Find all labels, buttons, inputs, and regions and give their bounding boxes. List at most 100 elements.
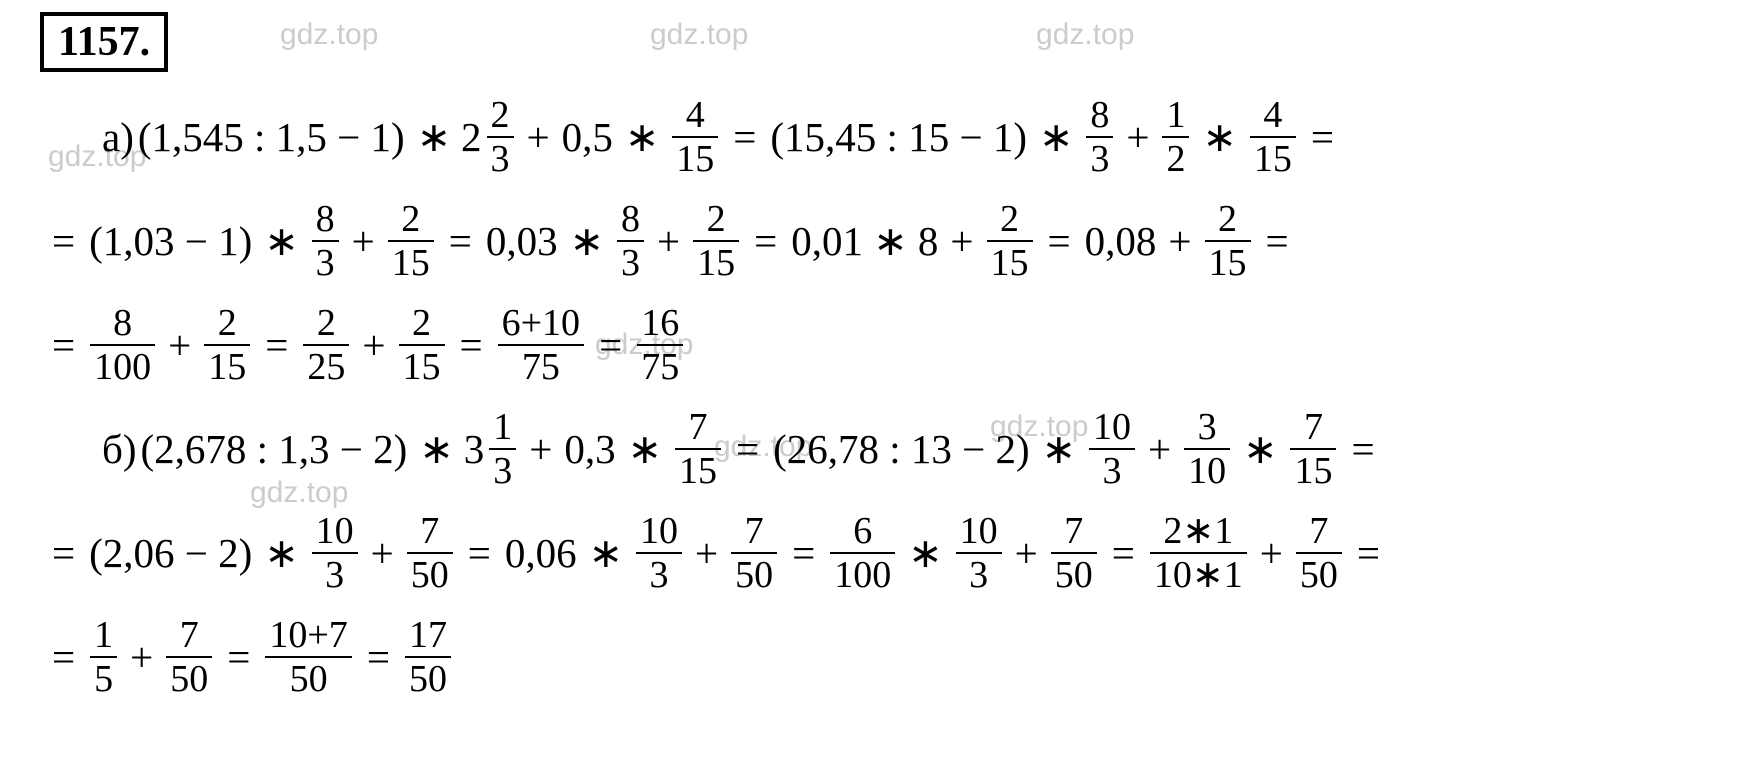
op-mul: ∗ xyxy=(618,429,672,470)
numerator: 8 xyxy=(312,200,339,238)
op-plus: + xyxy=(647,221,690,262)
op-eq: = xyxy=(355,637,402,678)
op-eq: = xyxy=(40,637,87,678)
numerator: 1 xyxy=(1162,96,1189,134)
fraction: 6 100 xyxy=(830,512,895,594)
op-plus: + xyxy=(361,533,404,574)
fraction: 10 3 xyxy=(636,512,682,594)
fraction: 2∗1 10∗1 xyxy=(1150,512,1247,594)
fraction: 4 15 xyxy=(672,96,718,178)
problem-number: 1157. xyxy=(40,12,168,72)
expr: (1,03 − 1) xyxy=(87,221,254,262)
op-eq: = xyxy=(1036,221,1083,262)
fraction: 8 100 xyxy=(90,304,155,386)
op-mul: ∗ xyxy=(1032,429,1086,470)
part-label-b: б) xyxy=(100,429,139,470)
op-mul: ∗ xyxy=(1233,429,1287,470)
part-a-line3: = 8 100 + 2 15 = 2 25 + 2 15 xyxy=(40,304,1707,386)
op-eq: = xyxy=(253,325,300,366)
fraction: 17 50 xyxy=(405,616,451,698)
op-plus: + xyxy=(1116,117,1159,158)
op-eq: = xyxy=(724,429,771,470)
fraction: 2 15 xyxy=(388,200,434,282)
denominator: 50 xyxy=(731,556,777,594)
fraction: 3 10 xyxy=(1184,408,1230,490)
denominator: 15 xyxy=(1290,452,1336,490)
fraction: 8 3 xyxy=(312,200,339,282)
fraction: 2 15 xyxy=(204,304,250,386)
expr: (15,45 : 15 − 1) xyxy=(768,117,1029,158)
fraction: 7 50 xyxy=(731,512,777,594)
denominator: 3 xyxy=(489,452,516,490)
denominator: 50 xyxy=(407,556,453,594)
op-eq: = xyxy=(437,221,484,262)
numerator: 2 xyxy=(214,304,241,342)
numerator: 6 xyxy=(849,512,876,550)
fraction: 2 25 xyxy=(303,304,349,386)
numerator: 8 xyxy=(617,200,644,238)
fraction: 1 3 xyxy=(489,408,516,490)
num-literal: 0,3 xyxy=(562,429,617,470)
numerator: 2 xyxy=(703,200,730,238)
num-literal: 0,5 xyxy=(560,117,615,158)
denominator: 100 xyxy=(830,556,895,594)
numerator: 7 xyxy=(416,512,443,550)
part-b-line1: б) (2,678 : 1,3 − 2) ∗ 3 1 3 + 0,3 ∗ 7 1… xyxy=(100,408,1707,490)
expr: (26,78 : 13 − 2) xyxy=(771,429,1032,470)
op-mul: ∗ xyxy=(560,221,614,262)
denominator: 2 xyxy=(1162,140,1189,178)
numerator: 2 xyxy=(313,304,340,342)
mixed-whole: 2 xyxy=(461,117,482,158)
denominator: 10∗1 xyxy=(1150,556,1247,594)
part-a-line1: а) (1,545 : 1,5 − 1) ∗ 2 2 3 + 0,5 ∗ 4 1… xyxy=(100,96,1707,178)
numerator: 7 xyxy=(1060,512,1087,550)
denominator: 15 xyxy=(987,244,1033,282)
numerator: 7 xyxy=(176,616,203,654)
numerator: 7 xyxy=(741,512,768,550)
numerator: 2∗1 xyxy=(1159,512,1237,550)
op-eq: = xyxy=(1100,533,1147,574)
numerator: 6+10 xyxy=(498,304,584,342)
numerator: 10 xyxy=(956,512,1002,550)
op-plus: + xyxy=(120,637,163,678)
fraction: 2 15 xyxy=(693,200,739,282)
part-b-line3: = 1 5 + 7 50 = 10+7 50 = 17 50 xyxy=(40,616,1707,698)
numerator: 2 xyxy=(397,200,424,238)
fraction: 2 3 xyxy=(487,96,514,178)
mixed-whole: 3 xyxy=(464,429,485,470)
op-eq: = xyxy=(40,325,87,366)
num-literal: 0,08 xyxy=(1083,221,1159,262)
denominator: 3 xyxy=(1099,452,1126,490)
fraction: 10 3 xyxy=(1089,408,1135,490)
numerator: 2 xyxy=(408,304,435,342)
op-plus: + xyxy=(1250,533,1293,574)
numerator: 16 xyxy=(637,304,683,342)
op-plus: + xyxy=(685,533,728,574)
op-eq: = xyxy=(215,637,262,678)
fraction: 1 2 xyxy=(1162,96,1189,178)
fraction: 10 3 xyxy=(956,512,1002,594)
op-mul: ∗ xyxy=(615,117,669,158)
denominator: 15 xyxy=(1250,140,1296,178)
mixed-number: 3 1 3 xyxy=(464,408,520,490)
denominator: 3 xyxy=(646,556,673,594)
denominator: 50 xyxy=(166,660,212,698)
part-label-a: а) xyxy=(100,117,136,158)
fraction: 8 3 xyxy=(1086,96,1113,178)
denominator: 3 xyxy=(617,244,644,282)
fraction: 8 3 xyxy=(617,200,644,282)
part-b-line2: = (2,06 − 2) ∗ 10 3 + 7 50 = 0,06 ∗ 10 3 xyxy=(40,512,1707,594)
denominator: 5 xyxy=(90,660,117,698)
op-plus: + xyxy=(517,117,560,158)
denominator: 3 xyxy=(487,140,514,178)
fraction: 4 15 xyxy=(1250,96,1296,178)
numerator: 8 xyxy=(1086,96,1113,134)
numerator: 1 xyxy=(90,616,117,654)
numerator: 4 xyxy=(682,96,709,134)
denominator: 15 xyxy=(1205,244,1251,282)
expr: (2,678 : 1,3 − 2) xyxy=(139,429,410,470)
fraction: 7 15 xyxy=(1290,408,1336,490)
numerator: 10 xyxy=(636,512,682,550)
fraction: 7 50 xyxy=(1296,512,1342,594)
denominator: 15 xyxy=(204,348,250,386)
